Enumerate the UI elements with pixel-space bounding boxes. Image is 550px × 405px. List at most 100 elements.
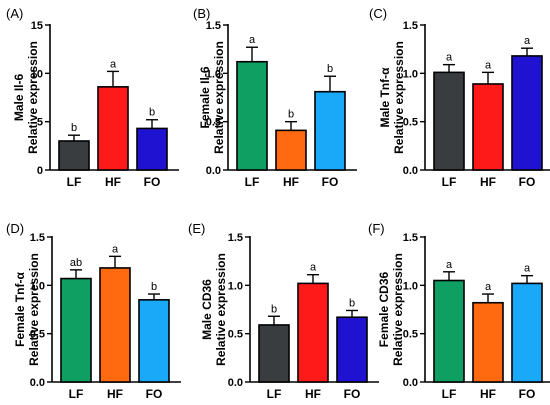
chart-panel-4: (D) Female Tnf-α Relative expression 0.0 0.5… xyxy=(6,221,181,401)
bar-hf xyxy=(97,86,129,171)
y-tick-label: 0.5 xyxy=(206,117,221,129)
x-tick-label: LF xyxy=(67,175,82,189)
x-tick-label: FO xyxy=(519,387,536,401)
y-tick-label: 1.0 xyxy=(228,280,243,292)
y-tick-label: 15 xyxy=(31,20,43,32)
y-tick-label: 10 xyxy=(31,68,43,80)
significance-letter: a xyxy=(446,259,453,271)
chart-panel-2: (B) Female Il-6 Relative expression 0.0 0.5 1… xyxy=(193,6,357,189)
x-tick-label: FO xyxy=(519,175,536,189)
y-tick-label: 1.5 xyxy=(30,232,45,244)
x-tick-label: FO xyxy=(344,387,361,401)
y-tick-label: 1.5 xyxy=(403,232,418,244)
x-tick-label: HF xyxy=(107,387,123,401)
significance-letter: b xyxy=(327,63,333,75)
y-axis-label-line-2: Relative expression xyxy=(27,253,41,366)
y-tick-label: 1.5 xyxy=(228,232,243,244)
significance-letter: b xyxy=(149,107,155,119)
significance-letter: ab xyxy=(70,257,82,269)
significance-letter: a xyxy=(110,58,117,70)
bar-lf xyxy=(58,140,90,171)
significance-letter: a xyxy=(112,243,119,255)
bar-hf xyxy=(275,129,307,171)
panel-label: (A) xyxy=(6,6,23,21)
y-axis-label-line-1: Female CD36 xyxy=(377,271,391,347)
y-tick-label: 0 xyxy=(37,165,43,177)
bar-fo xyxy=(314,90,346,171)
x-tick-label: FO xyxy=(144,175,161,189)
bar-hf xyxy=(472,83,504,171)
significance-letter: b xyxy=(151,281,157,293)
y-axis-label-line-1: Male Tnf-α xyxy=(378,67,392,128)
y-tick-label: 0.5 xyxy=(403,117,418,129)
y-axis-label-line-2: Relative expression xyxy=(392,41,406,154)
significance-letter: a xyxy=(485,59,492,71)
y-axis-label-line-2: Relative expression xyxy=(212,41,226,154)
bar-lf xyxy=(60,277,92,383)
y-tick-label: 0.0 xyxy=(30,377,45,389)
y-tick-label: 0.0 xyxy=(206,165,221,177)
bar-hf xyxy=(297,282,329,383)
y-tick-label: 1.0 xyxy=(403,68,418,80)
significance-letter: b xyxy=(349,297,355,309)
significance-letter: a xyxy=(310,262,317,274)
panel-label: (C) xyxy=(369,6,387,21)
x-tick-label: HF xyxy=(480,175,496,189)
chart-panel-6: (F) Female CD36 Relative expression 0.0 0.5 1… xyxy=(368,221,550,401)
y-axis-label-line-1: Female Tnf-α xyxy=(13,272,27,347)
bar-lf xyxy=(258,324,290,383)
y-axis-label-line-1: Male Il-6 xyxy=(12,74,26,122)
significance-letter: b xyxy=(271,303,277,315)
y-tick-label: 0.0 xyxy=(403,165,418,177)
y-tick-label: 1.5 xyxy=(206,20,221,32)
bar-hf xyxy=(99,267,131,383)
significance-letter: b xyxy=(71,122,77,134)
y-tick-label: 1.0 xyxy=(30,280,45,292)
x-tick-label: LF xyxy=(267,387,282,401)
x-tick-label: FO xyxy=(322,175,339,189)
y-tick-label: 1.0 xyxy=(206,68,221,80)
y-tick-label: 0.5 xyxy=(403,329,418,341)
x-tick-label: LF xyxy=(442,387,457,401)
x-tick-label: HF xyxy=(283,175,299,189)
chart-panel-3: (C) Male Tnf-α Relative expression 0.0 0.5 1.… xyxy=(369,6,550,189)
y-tick-label: 1.0 xyxy=(403,280,418,292)
bar-lf xyxy=(433,71,465,171)
y-axis-label-line-2: Relative expression xyxy=(26,41,40,154)
x-tick-label: LF xyxy=(245,175,260,189)
panel-label: (D) xyxy=(6,221,24,236)
y-tick-label: 0.5 xyxy=(30,329,45,341)
bar-lf xyxy=(236,60,268,171)
y-axis-label-line-1: Male CD36 xyxy=(200,279,214,340)
significance-letter: a xyxy=(485,281,492,293)
y-tick-label: 5 xyxy=(37,117,43,129)
bar-fo xyxy=(136,127,168,171)
bar-lf xyxy=(433,279,465,383)
panel-label: (E) xyxy=(188,221,205,236)
x-tick-label: FO xyxy=(146,387,163,401)
y-tick-label: 0.0 xyxy=(403,377,418,389)
x-tick-label: HF xyxy=(480,387,496,401)
y-tick-label: 0.5 xyxy=(228,329,243,341)
x-tick-label: LF xyxy=(69,387,84,401)
x-tick-label: LF xyxy=(442,175,457,189)
bar-fo xyxy=(511,55,543,171)
significance-letter: a xyxy=(249,34,256,46)
bar-fo xyxy=(511,282,543,383)
y-axis-label-line-2: Relative expression xyxy=(391,253,405,366)
significance-letter: b xyxy=(288,109,294,121)
bar-hf xyxy=(472,301,504,383)
significance-letter: a xyxy=(524,263,531,275)
panel-label: (B) xyxy=(193,6,210,21)
x-tick-label: HF xyxy=(305,387,321,401)
significance-letter: a xyxy=(524,35,531,47)
panel-label: (F) xyxy=(368,221,385,236)
y-tick-label: 1.5 xyxy=(403,20,418,32)
y-axis-label-line-2: Relative expression xyxy=(214,253,228,366)
bar-fo xyxy=(336,316,368,383)
y-tick-label: 0.0 xyxy=(228,377,243,389)
significance-letter: a xyxy=(446,52,453,64)
y-axis-label-line-1: Female Il-6 xyxy=(198,66,212,128)
